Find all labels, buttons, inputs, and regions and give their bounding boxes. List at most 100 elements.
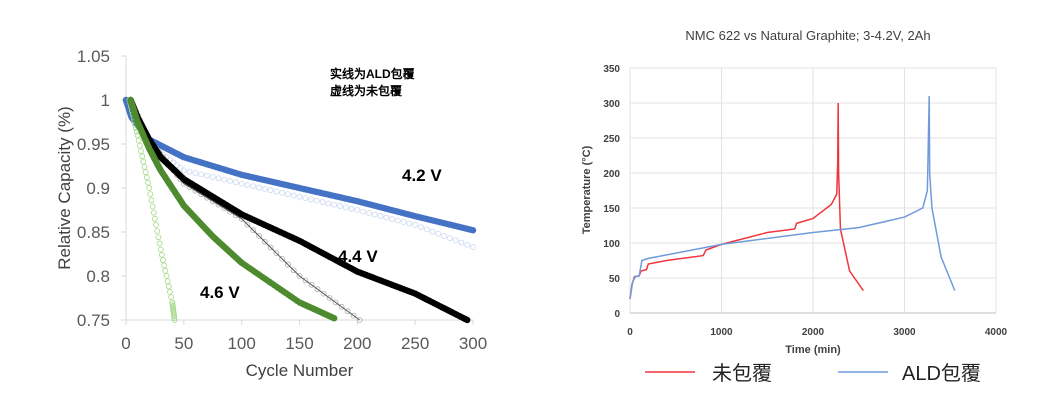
data-point (389, 216, 395, 222)
data-point (177, 164, 184, 171)
data-point (267, 244, 274, 251)
data-point (435, 230, 442, 237)
data-point (167, 288, 173, 295)
data-point (204, 172, 210, 179)
label-4-6v: 4.6 V (200, 283, 240, 302)
data-point (371, 211, 378, 218)
x-tick-label: 1000 (710, 327, 733, 338)
data-point (308, 281, 315, 288)
data-point (162, 267, 169, 274)
data-point (302, 277, 309, 284)
data-point (406, 220, 413, 227)
y-tick-label: 0.9 (86, 179, 110, 198)
data-point (279, 189, 286, 196)
legend-label: ALD包覆 (902, 362, 981, 385)
legend-label: 未包覆 (712, 362, 772, 385)
data-point (342, 204, 349, 211)
data-point (285, 261, 291, 268)
data-point (464, 241, 471, 248)
data-point (152, 215, 158, 222)
data-point (285, 191, 291, 198)
data-point (138, 148, 144, 154)
data-point (146, 185, 153, 191)
data-point (470, 244, 476, 250)
y-tick-label: 0 (614, 309, 620, 320)
data-point (186, 168, 193, 175)
data-point (296, 273, 303, 279)
data-point (153, 222, 159, 228)
data-point (356, 317, 363, 323)
data-point (308, 196, 314, 203)
data-point (157, 246, 164, 253)
y-tick-label: 0.95 (77, 135, 110, 154)
data-point (273, 250, 280, 257)
x-axis-label: Cycle Number (246, 361, 354, 380)
data-point (261, 238, 268, 245)
data-point (145, 179, 151, 186)
y-tick-label: 0.75 (77, 311, 110, 330)
data-point (140, 158, 147, 165)
y-tick-label: 200 (603, 169, 620, 180)
data-point (412, 222, 419, 228)
data-point (163, 273, 170, 279)
data-point (136, 142, 143, 149)
data-point (244, 182, 251, 188)
data-point (161, 262, 168, 269)
data-point (331, 315, 338, 322)
x-tick-label: 0 (627, 327, 633, 338)
data-point (383, 214, 390, 221)
data-point (400, 219, 407, 225)
data-point (165, 283, 172, 290)
data-point (296, 193, 303, 200)
data-point (192, 170, 199, 176)
data-point (452, 237, 459, 244)
y-tick-label: 300 (603, 99, 620, 110)
x-axis-label: Time (min) (785, 344, 841, 356)
data-point (331, 201, 338, 208)
data-point (326, 295, 333, 301)
data-point (147, 191, 154, 198)
data-point (261, 185, 268, 192)
data-point (441, 233, 447, 239)
data-point (227, 178, 234, 184)
data-point (290, 192, 297, 199)
note-line2: 虚线为未包覆 (330, 83, 403, 98)
chart-title: NMC 622 vs Natural Graphite; 3-4.2V, 2Ah (685, 28, 930, 43)
data-point (160, 257, 166, 264)
data-point (256, 233, 262, 239)
data-point (469, 227, 477, 234)
data-point (344, 308, 351, 315)
data-point (279, 255, 286, 262)
y-tick-label: 0.8 (86, 267, 110, 286)
data-point (256, 184, 262, 191)
series-4.6v-ald (127, 96, 338, 322)
data-point (290, 267, 297, 274)
series-4.4v-uncoated (127, 97, 363, 323)
data-point (273, 188, 280, 195)
data-point (360, 208, 367, 215)
data-point (156, 240, 163, 247)
data-point (332, 299, 339, 306)
y-tick-label: 1.05 (77, 47, 110, 66)
y-axis-label: Temperature (°C) (581, 145, 593, 234)
data-point (377, 213, 384, 219)
x-tick-label: 150 (285, 334, 313, 353)
data-point (244, 221, 251, 228)
note-line1: 实线为ALD包覆 (330, 66, 416, 81)
x-tick-label: 4000 (985, 327, 1008, 338)
x-tick-label: 50 (174, 334, 193, 353)
data-point (350, 312, 357, 319)
data-point (139, 153, 146, 160)
y-tick-label: 0.85 (77, 223, 110, 242)
data-point (325, 200, 332, 207)
data-point (250, 183, 257, 190)
data-point (155, 234, 162, 241)
data-point (338, 303, 345, 310)
data-point (143, 174, 150, 181)
data-point (302, 195, 309, 202)
data-point (180, 167, 187, 174)
x-tick-label: 0 (121, 334, 130, 353)
data-point (267, 187, 274, 194)
data-point (141, 163, 148, 170)
data-point (142, 169, 149, 176)
